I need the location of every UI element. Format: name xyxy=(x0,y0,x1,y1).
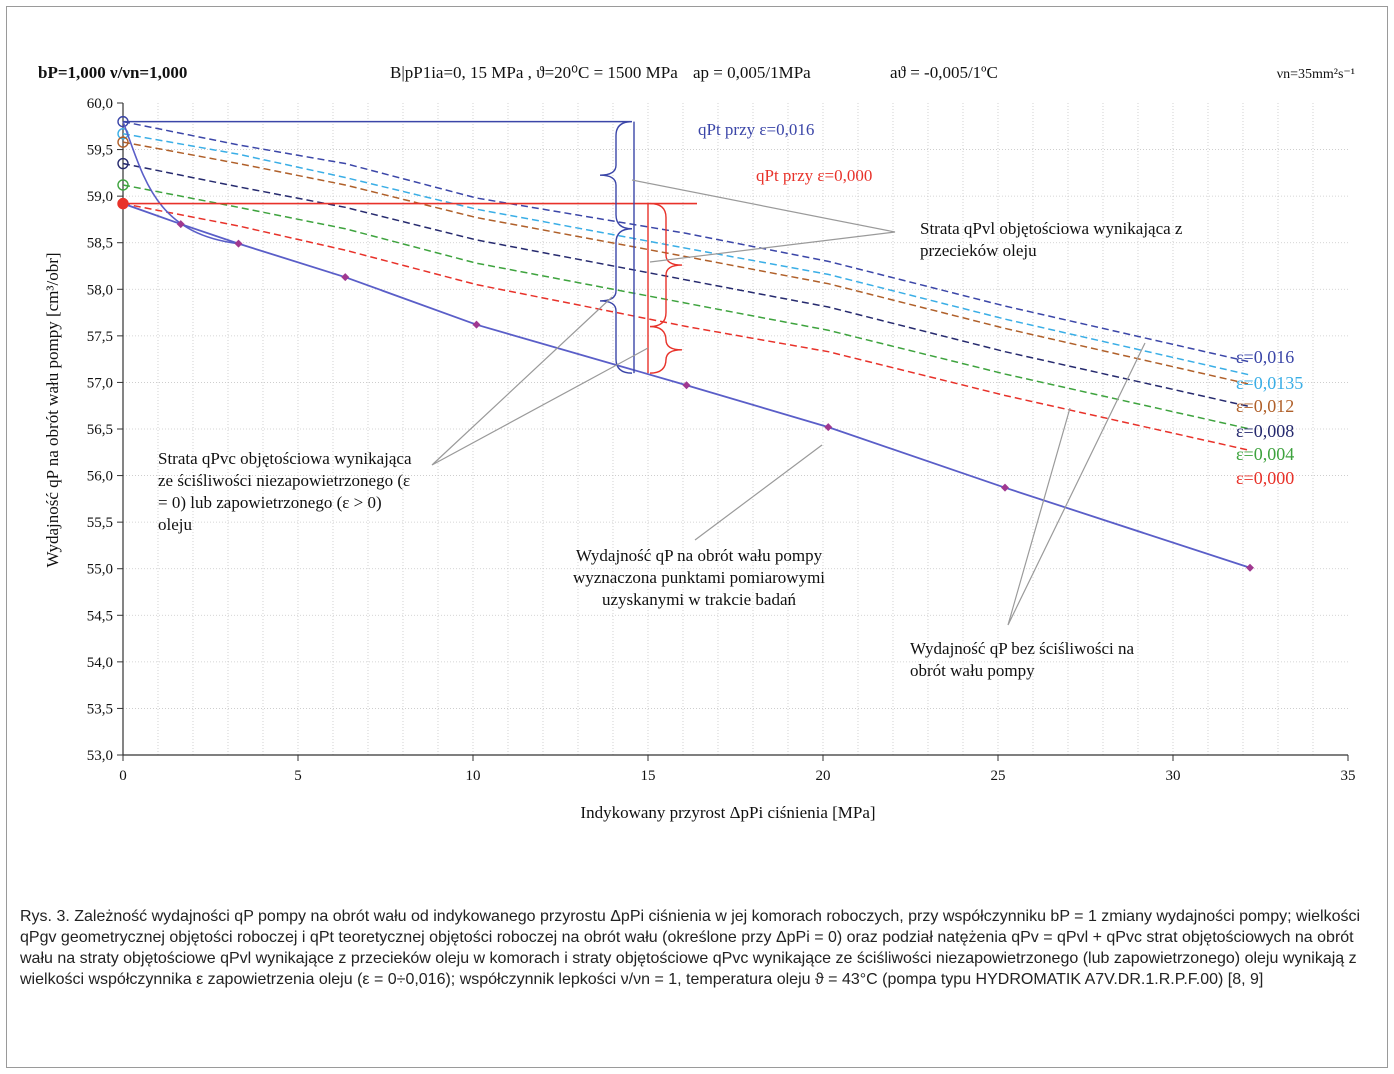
measured-point xyxy=(824,423,833,432)
legend-label-5: ε=0,000 xyxy=(1236,468,1294,488)
header-ap: ap = 0,005/1MPa xyxy=(693,63,811,82)
pointer-qpvl xyxy=(631,179,896,263)
annotation-wydajnosc-bez: Wydajność qP bez ściśliwości na obrót wa… xyxy=(910,639,1135,680)
x-tick-label: 5 xyxy=(294,768,302,784)
x-tick-label: 20 xyxy=(816,768,831,784)
pointer-measured xyxy=(694,444,823,541)
x-tick-label: 35 xyxy=(1341,768,1356,784)
series-start-marker-4 xyxy=(117,179,129,191)
series-line-2 xyxy=(122,141,1251,386)
y-tick-label: 55,0 xyxy=(87,562,113,578)
x-tick-label: 10 xyxy=(466,768,481,784)
y-axis-label: Wydajność qP na obrót wału pompy [cm³/ob… xyxy=(43,252,62,567)
measured-point xyxy=(341,273,350,282)
series-line-4 xyxy=(122,184,1251,430)
y-tick-label: 58,5 xyxy=(87,236,113,252)
header-middle: B|pP1ia=0, 15 MPa , ϑ=20⁰C = 1500 MPa xyxy=(390,63,678,82)
brace-red-bottom xyxy=(649,325,683,374)
header-left: bP=1,000 ν/νn=1,000 xyxy=(38,63,187,82)
series-group xyxy=(117,115,1254,572)
x-tick-label: 0 xyxy=(119,768,127,784)
brace-blue-top xyxy=(599,120,633,230)
header-right: νn=35mm²s⁻¹ xyxy=(1277,67,1355,82)
x-tick-label: 25 xyxy=(991,768,1006,784)
measured-point xyxy=(1246,563,1254,572)
y-tick-label: 56,5 xyxy=(87,422,113,438)
x-axis-label: Indykowany przyrost ΔpPi ciśnienia [MPa] xyxy=(580,803,875,822)
reference-lines xyxy=(123,120,697,374)
measured-point xyxy=(472,320,481,329)
axes xyxy=(117,102,1349,761)
legend-label-1: ε=0,0135 xyxy=(1236,373,1303,393)
legend-label-0: ε=0,016 xyxy=(1236,347,1294,367)
y-tick-label: 60,0 xyxy=(87,96,113,112)
grid xyxy=(123,103,1348,755)
series-start-marker-3 xyxy=(117,157,129,170)
annotation-strata-qpvl: Strata qPvl objętościowa wynikająca z pr… xyxy=(920,219,1183,260)
measured-curve-drop xyxy=(122,121,239,245)
chart: 53,0 53,5 54,0 54,5 55,0 55,5 56,0 56,5 57,0 57,5… xyxy=(38,63,1356,822)
pointer-qpvc xyxy=(431,296,649,466)
measured-point xyxy=(176,220,185,229)
y-tick-label: 56,0 xyxy=(87,469,113,485)
tick-labels: 53,0 53,5 54,0 54,5 55,0 55,5 56,0 56,5 57,0 57,5… xyxy=(87,96,1356,784)
measured-point xyxy=(682,381,691,390)
series-line-3 xyxy=(122,162,1251,408)
y-tick-label: 55,5 xyxy=(87,515,113,531)
series-line-5 xyxy=(122,202,1251,452)
y-tick-label: 54,0 xyxy=(87,655,113,671)
ref-label-000: qPt przy ε=0,000 xyxy=(756,166,872,185)
figure-frame xyxy=(6,6,1388,1068)
y-tick-label: 58,0 xyxy=(87,282,113,298)
legend-label-2: ε=0,012 xyxy=(1236,396,1294,416)
pointer-bez xyxy=(1007,342,1146,626)
annotation-strata-qpvc: Strata qPvc objętościowa wynikająca ze ś… xyxy=(158,449,412,534)
brace-blue-bottom xyxy=(599,228,633,374)
loss-braces xyxy=(599,120,683,374)
brace-red-top xyxy=(649,202,683,328)
y-tick-label: 53,0 xyxy=(87,748,113,764)
annotation-wydajnosc-measured: Wydajność qP na obrót wału pompy wyznacz… xyxy=(572,546,826,609)
y-tick-label: 53,5 xyxy=(87,701,113,717)
annotation-pointers xyxy=(431,179,1146,626)
figure-caption: Rys. 3. Zależność wydajności qP pompy na… xyxy=(20,908,1361,988)
measured-point xyxy=(234,239,243,248)
legend-label-3: ε=0,008 xyxy=(1236,421,1294,441)
measured-point xyxy=(1001,483,1009,492)
y-tick-label: 57,5 xyxy=(87,329,113,345)
series-line-0 xyxy=(122,120,1251,363)
series-line-1 xyxy=(122,132,1251,376)
x-tick-label: 15 xyxy=(641,768,656,784)
y-tick-label: 59,0 xyxy=(87,189,113,205)
header-at: aϑ = -0,005/1ºC xyxy=(890,63,998,82)
legend: ε=0,016 ε=0,0135 ε=0,012 ε=0,008 ε=0,004 ε=0,… xyxy=(1236,347,1303,488)
x-tick-label: 30 xyxy=(1166,768,1181,784)
legend-label-4: ε=0,004 xyxy=(1236,444,1294,464)
y-tick-label: 54,5 xyxy=(87,608,113,624)
series-start-marker-2 xyxy=(117,136,129,148)
ref-label-016: qPt przy ε=0,016 xyxy=(698,120,814,139)
y-tick-label: 59,5 xyxy=(87,143,113,159)
y-tick-label: 57,0 xyxy=(87,375,113,391)
